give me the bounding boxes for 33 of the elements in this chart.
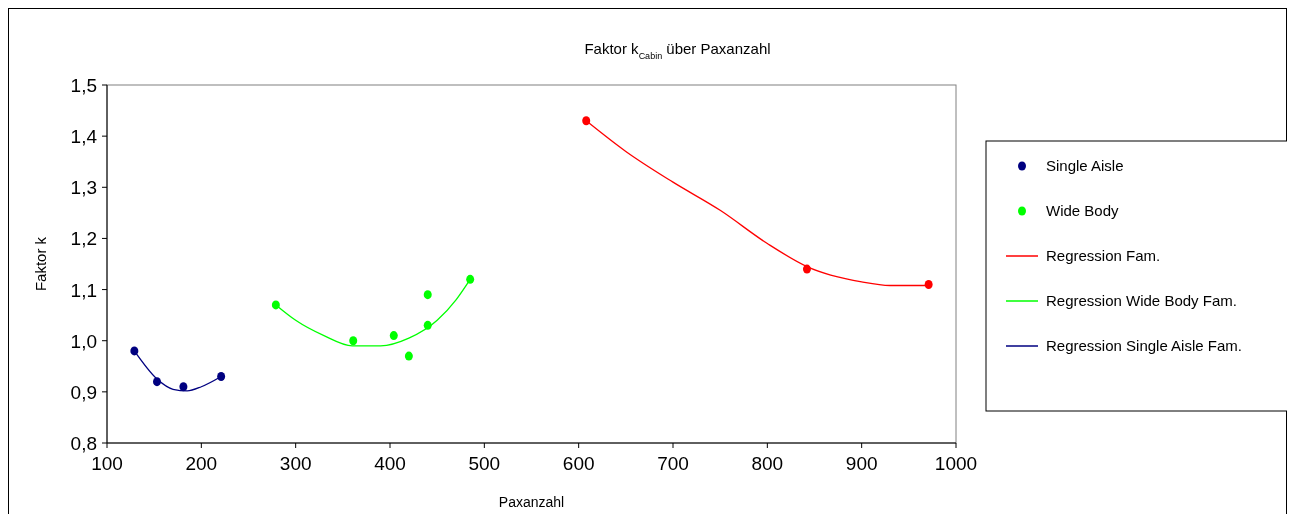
y-tick-label: 0,9: [70, 381, 97, 403]
y-tick-label: 0,8: [70, 433, 97, 454]
x-tick-label: 100: [91, 453, 123, 474]
legend-label: Wide Body: [1046, 202, 1120, 219]
x-tick-label: 800: [751, 453, 784, 474]
legend-label: Regression Wide Body Fam.: [1046, 292, 1237, 309]
point: [404, 351, 413, 361]
point: [389, 331, 398, 341]
y-tick-label: 1,1: [70, 279, 97, 301]
point: [349, 336, 358, 346]
point: [217, 372, 226, 382]
x-tick-label: 500: [468, 453, 501, 474]
y-tick-label: 1,3: [70, 177, 97, 199]
y-tick-label: 1,4: [70, 126, 98, 148]
x-tick-label: 400: [374, 453, 406, 474]
point: [466, 274, 475, 284]
point: [582, 116, 591, 126]
x-tick-label: 600: [562, 453, 595, 474]
y-tick-label: 1,0: [70, 330, 97, 352]
y-tick-label: 1,2: [70, 228, 97, 250]
x-tick-label: 200: [185, 453, 218, 474]
chart-title: Faktor k$_{Cabin}$ über Paxanzahl: [584, 40, 771, 61]
x-tick-label: 300: [279, 453, 312, 474]
point: [423, 290, 432, 300]
legend-label: Single Aisle: [1046, 157, 1124, 174]
y-tick-label: 1,5: [70, 75, 97, 96]
x-axis-title: Paxanzahl: [498, 494, 565, 510]
x-tick-label: 1000: [934, 453, 978, 474]
x-tick-label: 700: [657, 453, 689, 474]
legend-label: Regression Fam.: [1046, 247, 1161, 264]
x-tick-label: 900: [845, 453, 878, 474]
legend-label: Regression Single Aisle Fam.: [1046, 337, 1242, 354]
y-axis-title: Faktor k: [32, 236, 49, 292]
